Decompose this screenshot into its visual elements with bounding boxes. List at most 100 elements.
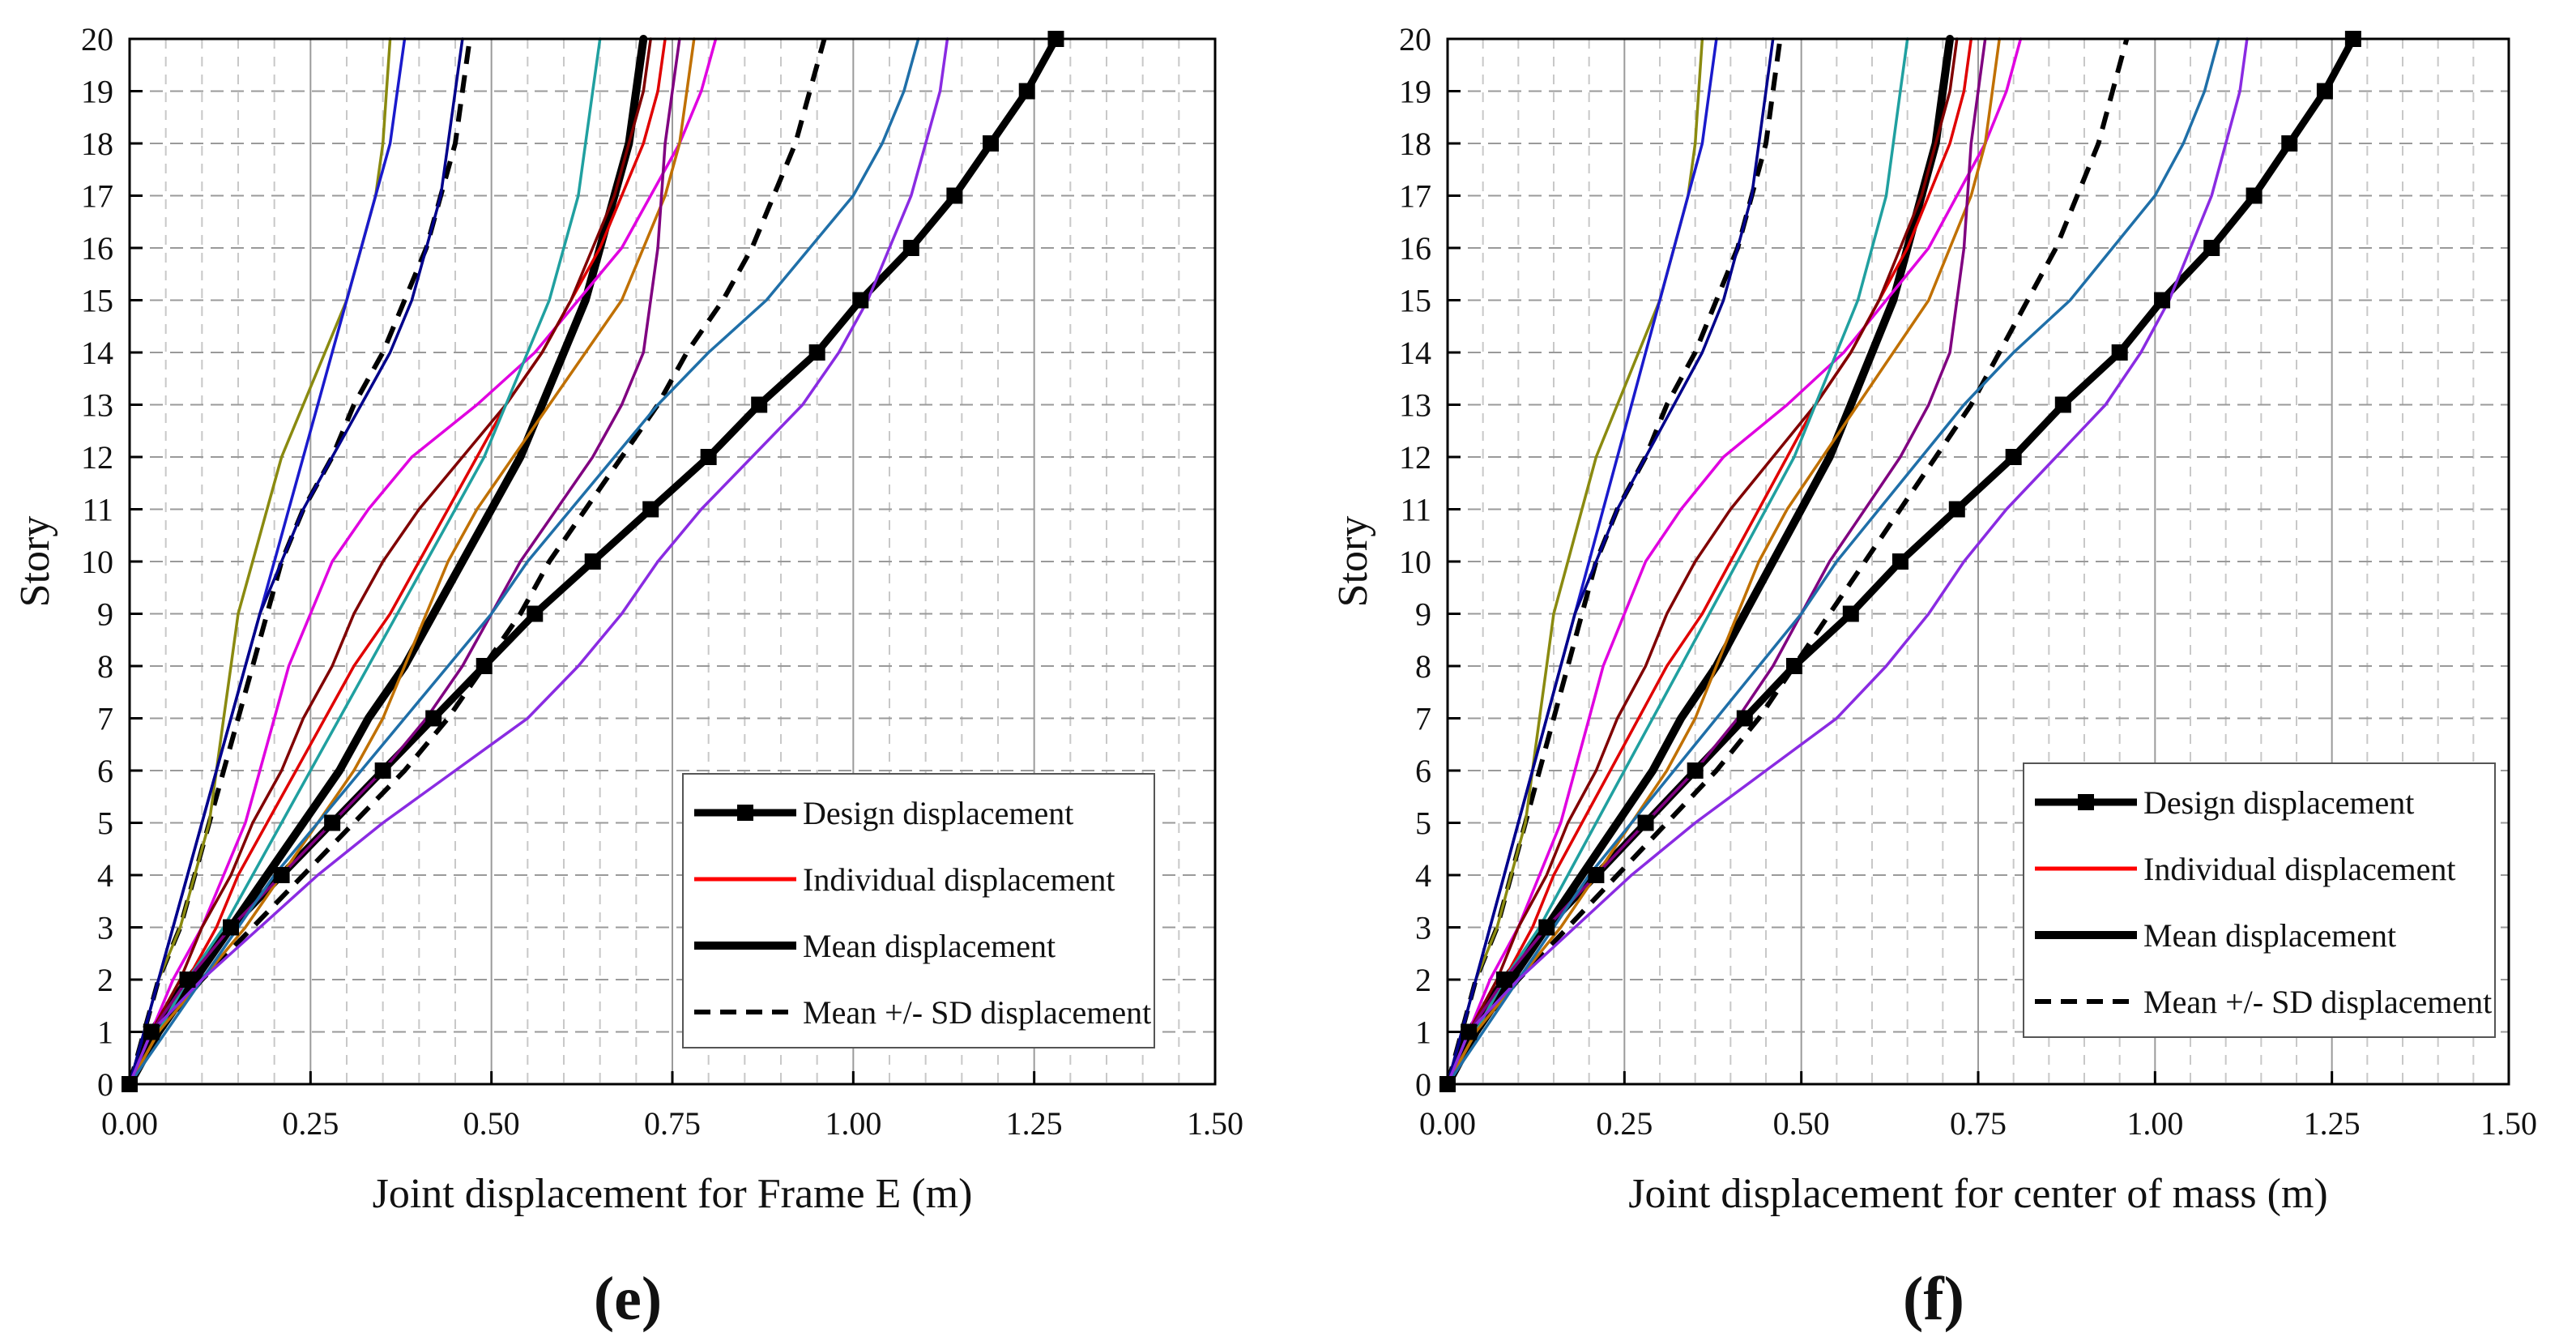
design-marker bbox=[1687, 762, 1704, 779]
y-tick-label: 1 bbox=[97, 1014, 113, 1051]
x-tick-label: 1.50 bbox=[1187, 1105, 1243, 1142]
legend-label: Mean +/- SD displacement bbox=[803, 994, 1151, 1031]
y-tick-label: 3 bbox=[97, 910, 113, 946]
y-tick-label: 10 bbox=[1399, 544, 1431, 580]
design-marker bbox=[1948, 501, 1965, 518]
legend-design-marker bbox=[737, 805, 753, 821]
y-tick-label: 6 bbox=[1415, 753, 1431, 789]
design-marker bbox=[1588, 867, 1605, 883]
individual-displacement-line bbox=[1446, 37, 1987, 1086]
design-marker bbox=[1785, 658, 1802, 674]
y-tick-label: 10 bbox=[81, 544, 113, 580]
individual-displacement-line bbox=[128, 37, 464, 1086]
y-tick-label: 2 bbox=[97, 962, 113, 998]
x-tick-label: 0.75 bbox=[1950, 1105, 2007, 1142]
x-tick-label: 1.25 bbox=[2304, 1105, 2361, 1142]
design-marker bbox=[2111, 344, 2128, 361]
mean-displacement-line bbox=[126, 35, 648, 1088]
legend-label: Mean displacement bbox=[803, 928, 1056, 964]
panel-e: 0.00 0.25 0.50 0.75 1.00 1.25 1.50012345678910… bbox=[12, 21, 1243, 1333]
individual-displacement-line bbox=[128, 37, 696, 1086]
x-axis-label: Joint displacement for Frame E (m) bbox=[373, 1171, 973, 1217]
design-marker bbox=[1842, 605, 1859, 622]
individual-displacement-line bbox=[1446, 37, 1959, 1086]
y-tick-label: 4 bbox=[1415, 857, 1431, 894]
design-marker bbox=[2245, 187, 2263, 204]
y-tick-label: 15 bbox=[1399, 283, 1431, 319]
design-marker bbox=[983, 135, 1000, 152]
legend-label: Mean displacement bbox=[2143, 917, 2396, 954]
design-marker bbox=[425, 710, 442, 727]
y-tick-label: 5 bbox=[1415, 805, 1431, 842]
y-tick-label: 8 bbox=[97, 648, 113, 685]
legend: Design displacement Individual displaceme… bbox=[2023, 762, 2496, 1038]
panel-label: (e) bbox=[594, 1265, 662, 1333]
individual-displacement-line bbox=[1446, 37, 2001, 1086]
x-tick-label: 1.25 bbox=[1006, 1105, 1063, 1142]
individual-displacement-line bbox=[128, 37, 602, 1086]
legend-label: Design displacement bbox=[803, 795, 1073, 831]
y-tick-label: 15 bbox=[81, 283, 113, 319]
legend-label: Design displacement bbox=[2143, 784, 2414, 821]
individual-displacement-line bbox=[1446, 37, 1973, 1086]
individual-displacement-line bbox=[128, 37, 681, 1086]
y-tick-label: 14 bbox=[81, 335, 113, 371]
panel-label: (f) bbox=[1903, 1265, 1964, 1333]
y-tick-label: 19 bbox=[1399, 74, 1431, 110]
x-tick-label: 0.00 bbox=[101, 1105, 158, 1142]
y-tick-label: 17 bbox=[1399, 178, 1431, 215]
y-axis-label: Story bbox=[1330, 516, 1376, 608]
design-marker bbox=[324, 814, 341, 831]
y-tick-label: 11 bbox=[82, 492, 113, 528]
y-tick-label: 0 bbox=[97, 1066, 113, 1103]
y-tick-label: 11 bbox=[1400, 492, 1431, 528]
design-marker bbox=[2005, 449, 2022, 465]
design-marker bbox=[476, 658, 493, 674]
y-tick-label: 13 bbox=[81, 387, 113, 424]
x-tick-label: 0.25 bbox=[1596, 1105, 1653, 1142]
individual-displacement-line bbox=[1446, 37, 2220, 1086]
design-marker bbox=[946, 187, 963, 204]
y-axis-label: Story bbox=[12, 516, 58, 608]
y-tick-label: 12 bbox=[1399, 439, 1431, 476]
individual-displacement-line bbox=[1446, 37, 2023, 1086]
individual-displacement-line bbox=[128, 37, 718, 1086]
design-marker bbox=[527, 605, 544, 622]
y-tick-label: 1 bbox=[1415, 1014, 1431, 1051]
legend: Design displacement Individual displaceme… bbox=[682, 773, 1155, 1048]
x-tick-label: 0.25 bbox=[282, 1105, 339, 1142]
x-tick-label: 0.00 bbox=[1419, 1105, 1476, 1142]
design-marker bbox=[1736, 710, 1753, 727]
y-tick-label: 4 bbox=[97, 857, 113, 894]
design-marker bbox=[143, 1023, 160, 1040]
legend-box bbox=[2023, 762, 2496, 1038]
y-tick-label: 18 bbox=[81, 126, 113, 162]
design-marker bbox=[1538, 919, 1555, 936]
design-marker bbox=[700, 449, 717, 465]
design-marker bbox=[852, 292, 869, 309]
mean-displacement-line bbox=[1444, 35, 1955, 1088]
x-tick-label: 0.50 bbox=[1773, 1105, 1830, 1142]
x-tick-label: 0.75 bbox=[644, 1105, 701, 1142]
y-tick-label: 8 bbox=[1415, 648, 1431, 685]
y-tick-label: 16 bbox=[81, 230, 113, 267]
y-tick-label: 2 bbox=[1415, 962, 1431, 998]
x-tick-label: 0.50 bbox=[463, 1105, 520, 1142]
y-tick-label: 18 bbox=[1399, 126, 1431, 162]
design-marker bbox=[2316, 83, 2333, 100]
design-marker bbox=[584, 553, 601, 570]
y-tick-label: 9 bbox=[97, 596, 113, 633]
individual-displacement-line bbox=[128, 37, 920, 1086]
design-marker bbox=[273, 867, 290, 883]
y-tick-label: 7 bbox=[1415, 701, 1431, 737]
x-tick-label: 1.00 bbox=[2126, 1105, 2183, 1142]
legend-design-marker bbox=[2078, 794, 2094, 810]
design-marker bbox=[902, 240, 919, 256]
y-tick-label: 20 bbox=[1399, 21, 1431, 58]
design-marker bbox=[1891, 553, 1909, 570]
individual-displacement-line bbox=[128, 37, 667, 1086]
design-marker bbox=[1495, 972, 1512, 988]
design-marker bbox=[808, 344, 825, 361]
